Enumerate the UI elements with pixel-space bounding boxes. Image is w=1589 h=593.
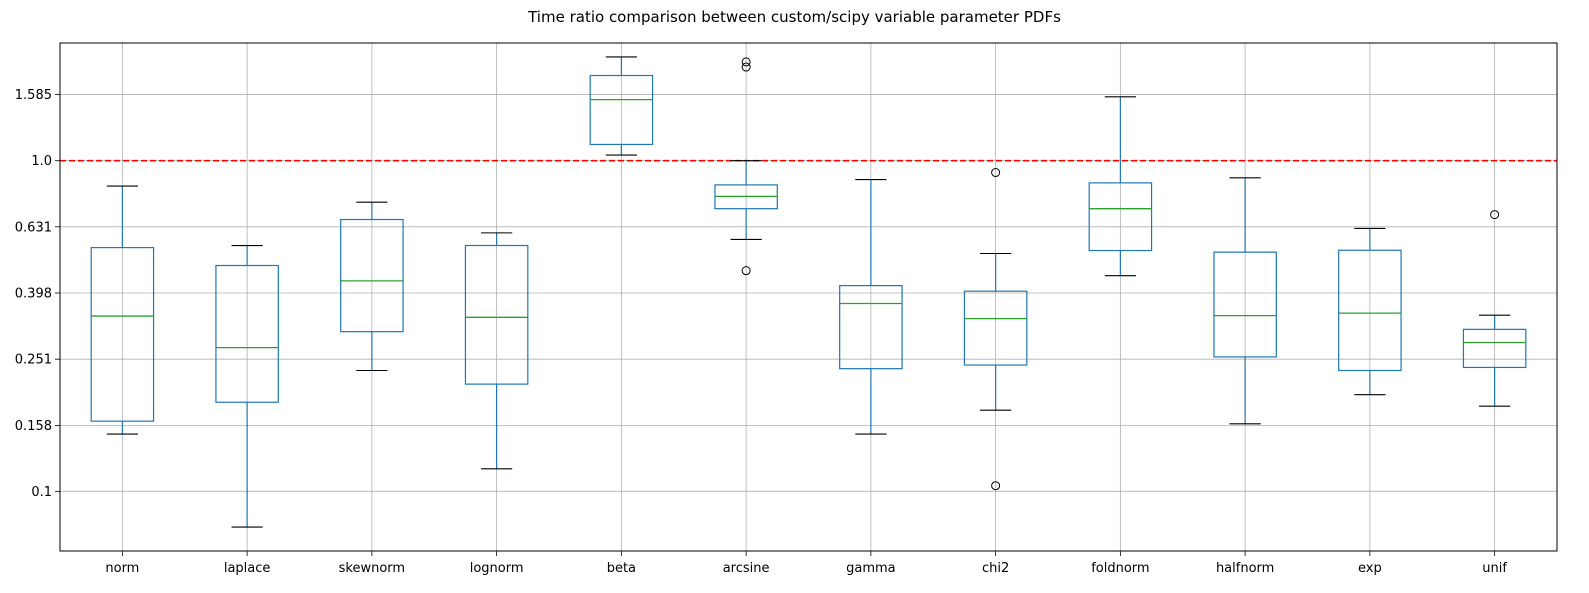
y-tick-label: 0.251 — [15, 353, 52, 368]
outlier-point — [741, 62, 751, 72]
axis-layer: 0.1 0.158 0.251 0.398 0.631 1.0 1.585 norm lapla… — [15, 42, 1558, 576]
box-group — [340, 201, 404, 372]
x-tick-label: skewnorm — [339, 561, 405, 576]
x-tick-label: exp — [1358, 561, 1382, 576]
x-tick-label: gamma — [846, 561, 896, 576]
box-iqr — [839, 285, 903, 370]
y-tick-label: 1.0 — [31, 154, 52, 169]
x-tick-label: beta — [607, 561, 636, 576]
box-group — [839, 179, 903, 435]
box-iqr — [215, 264, 279, 403]
outlier-point — [991, 481, 1001, 491]
box-iqr — [963, 290, 1028, 366]
x-tick-label: unif — [1482, 561, 1507, 576]
box-group — [1088, 96, 1153, 277]
outlier-point — [1490, 210, 1500, 220]
y-tick-label: 0.631 — [15, 220, 52, 235]
box-group — [1213, 177, 1277, 425]
y-tick-label: 0.158 — [15, 419, 52, 434]
box-iqr — [1213, 251, 1277, 358]
box-group — [1462, 210, 1527, 407]
box-group — [215, 244, 279, 528]
outlier-point — [741, 57, 751, 67]
y-tick-label: 0.1 — [31, 485, 52, 500]
box-group — [963, 168, 1028, 491]
box-iqr — [90, 247, 155, 422]
x-tick-label: norm — [105, 561, 139, 576]
x-tick-label: lognorm — [470, 561, 524, 576]
outlier-point — [991, 168, 1001, 178]
box-iqr — [1088, 182, 1153, 252]
chart-title: Time ratio comparison between custom/sci… — [528, 8, 1061, 26]
x-tick-label: arcsine — [723, 561, 770, 576]
plot-frame — [59, 42, 1558, 552]
grid-layer — [60, 43, 1557, 551]
box-group — [90, 185, 155, 435]
y-tick-label: 1.585 — [15, 88, 52, 103]
box-group — [714, 57, 778, 276]
box-iqr — [464, 244, 529, 385]
box-layer — [90, 56, 1527, 528]
box-iqr — [589, 74, 654, 146]
outlier-point — [741, 266, 751, 276]
box-iqr — [1338, 249, 1402, 372]
box-iqr — [1462, 328, 1527, 369]
box-group — [589, 56, 654, 156]
y-tick-label: 0.398 — [15, 287, 52, 302]
x-tick-label: laplace — [224, 561, 271, 576]
x-tick-label: chi2 — [982, 561, 1009, 576]
box-group — [464, 232, 529, 470]
box-iqr — [340, 218, 404, 333]
box-group — [1338, 227, 1402, 396]
x-tick-label: halfnorm — [1216, 561, 1274, 576]
x-tick-label: foldnorm — [1091, 561, 1149, 576]
